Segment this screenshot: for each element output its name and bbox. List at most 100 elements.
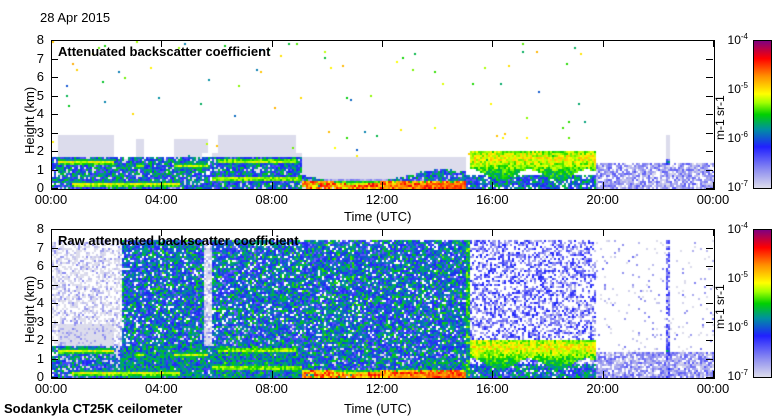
- x-tick-mark: [161, 40, 163, 47]
- y-tick-mark: [706, 58, 713, 60]
- instrument-label: Sodankyla CT25K ceilometer: [4, 401, 183, 416]
- y-tick-mark: [51, 321, 58, 323]
- y-tick-mark: [51, 95, 58, 97]
- x-tick-mark: [51, 40, 52, 47]
- y-tick-label: 8: [36, 221, 44, 236]
- x-tick-mark: [51, 229, 52, 236]
- y-tick-label: 0: [36, 369, 44, 384]
- y-tick-label: 2: [36, 332, 44, 347]
- colorbar: [753, 229, 772, 378]
- x-tick-mark: [271, 229, 273, 236]
- x-tick-mark: [271, 371, 273, 378]
- y-tick-mark: [706, 114, 713, 115]
- colorbar-tick-label: 10-4: [727, 221, 748, 236]
- x-tick-mark: [161, 182, 163, 189]
- x-tick-label: 00:00: [34, 192, 68, 207]
- y-tick-mark: [51, 188, 58, 189]
- x-tick-mark: [382, 40, 383, 47]
- y-tick-mark: [706, 132, 713, 134]
- y-tick-mark: [706, 321, 713, 323]
- y-tick-mark: [51, 132, 58, 134]
- y-tick-mark: [706, 266, 713, 267]
- y-tick-label: 1: [36, 161, 44, 177]
- y-tick-mark: [51, 303, 58, 304]
- x-tick-mark: [602, 182, 604, 189]
- y-tick-mark: [706, 377, 713, 378]
- colorbar-tick-label: 10-6: [727, 319, 748, 334]
- y-tick-label: 5: [36, 276, 44, 292]
- x-tick-label: 08:00: [255, 381, 288, 396]
- y-tick-mark: [706, 247, 713, 249]
- y-tick-label: 7: [36, 239, 44, 255]
- y-tick-mark: [706, 40, 713, 41]
- y-tick-label: 7: [36, 50, 44, 66]
- x-tick-label: 20:00: [586, 381, 619, 396]
- x-tick-mark: [713, 371, 714, 378]
- y-tick-label: 3: [36, 124, 44, 140]
- x-tick-mark: [602, 40, 604, 47]
- y-tick-mark: [51, 377, 58, 378]
- y-tick-mark: [706, 169, 713, 171]
- x-tick-mark: [51, 182, 52, 189]
- y-tick-mark: [51, 340, 58, 341]
- y-tick-mark: [51, 58, 58, 60]
- x-tick-mark: [161, 371, 163, 378]
- colorbar: [753, 40, 772, 189]
- x-tick-mark: [382, 371, 383, 378]
- y-tick-mark: [706, 188, 713, 189]
- y-tick-label: 6: [36, 69, 44, 84]
- y-tick-label: 5: [36, 87, 44, 103]
- colorbar-tick-label: 10-6: [727, 130, 748, 145]
- x-tick-mark: [713, 229, 714, 236]
- x-tick-mark: [602, 371, 604, 378]
- x-tick-mark: [161, 229, 163, 236]
- y-tick-mark: [51, 151, 58, 152]
- y-tick-mark: [51, 358, 58, 360]
- y-tick-label: 4: [36, 106, 44, 121]
- y-tick-label: 2: [36, 143, 44, 158]
- plot-title: Attenuated backscatter coefficient: [58, 44, 271, 59]
- heatmap-canvas: [52, 41, 714, 189]
- x-tick-mark: [492, 229, 494, 236]
- x-tick-label: 00:00: [696, 192, 730, 207]
- y-tick-mark: [706, 284, 713, 286]
- plot-title: Raw attenuated backscatter coefficient: [58, 233, 299, 248]
- colorbar-tick-label: 10-4: [727, 32, 748, 47]
- x-tick-label: 20:00: [586, 192, 619, 207]
- x-tick-mark: [492, 182, 494, 189]
- y-tick-mark: [51, 114, 58, 115]
- y-tick-mark: [51, 169, 58, 171]
- y-tick-mark: [51, 77, 58, 78]
- y-tick-mark: [706, 340, 713, 341]
- y-tick-mark: [706, 358, 713, 360]
- y-tick-mark: [51, 229, 58, 230]
- y-tick-mark: [706, 77, 713, 78]
- x-tick-mark: [51, 371, 52, 378]
- y-tick-mark: [706, 229, 713, 230]
- x-tick-label: 16:00: [476, 381, 509, 396]
- y-tick-mark: [706, 303, 713, 304]
- y-tick-label: 1: [36, 350, 44, 366]
- y-tick-mark: [51, 266, 58, 267]
- raw-backscatter-plot: Raw attenuated backscatter coefficient: [51, 229, 715, 379]
- x-tick-label: 04:00: [145, 192, 178, 207]
- y-tick-mark: [51, 40, 58, 41]
- y-tick-mark: [706, 151, 713, 152]
- y-tick-mark: [51, 284, 58, 286]
- x-tick-mark: [492, 371, 494, 378]
- heatmap-canvas: [52, 230, 714, 378]
- y-tick-label: 6: [36, 258, 44, 273]
- x-tick-mark: [271, 40, 273, 47]
- y-tick-label: 4: [36, 295, 44, 310]
- x-axis-label: Time (UTC): [344, 209, 412, 224]
- backscatter-plot: Attenuated backscatter coefficient: [51, 40, 715, 190]
- x-tick-label: 00:00: [34, 381, 68, 396]
- x-tick-label: 12:00: [365, 192, 399, 207]
- colorbar-tick-label: 10-7: [727, 179, 748, 194]
- x-tick-label: 12:00: [365, 381, 399, 396]
- x-tick-label: 08:00: [255, 192, 288, 207]
- x-tick-label: 04:00: [145, 381, 178, 396]
- x-tick-mark: [492, 40, 494, 47]
- y-tick-label: 8: [36, 32, 44, 47]
- colorbar-tick-label: 10-5: [727, 270, 748, 285]
